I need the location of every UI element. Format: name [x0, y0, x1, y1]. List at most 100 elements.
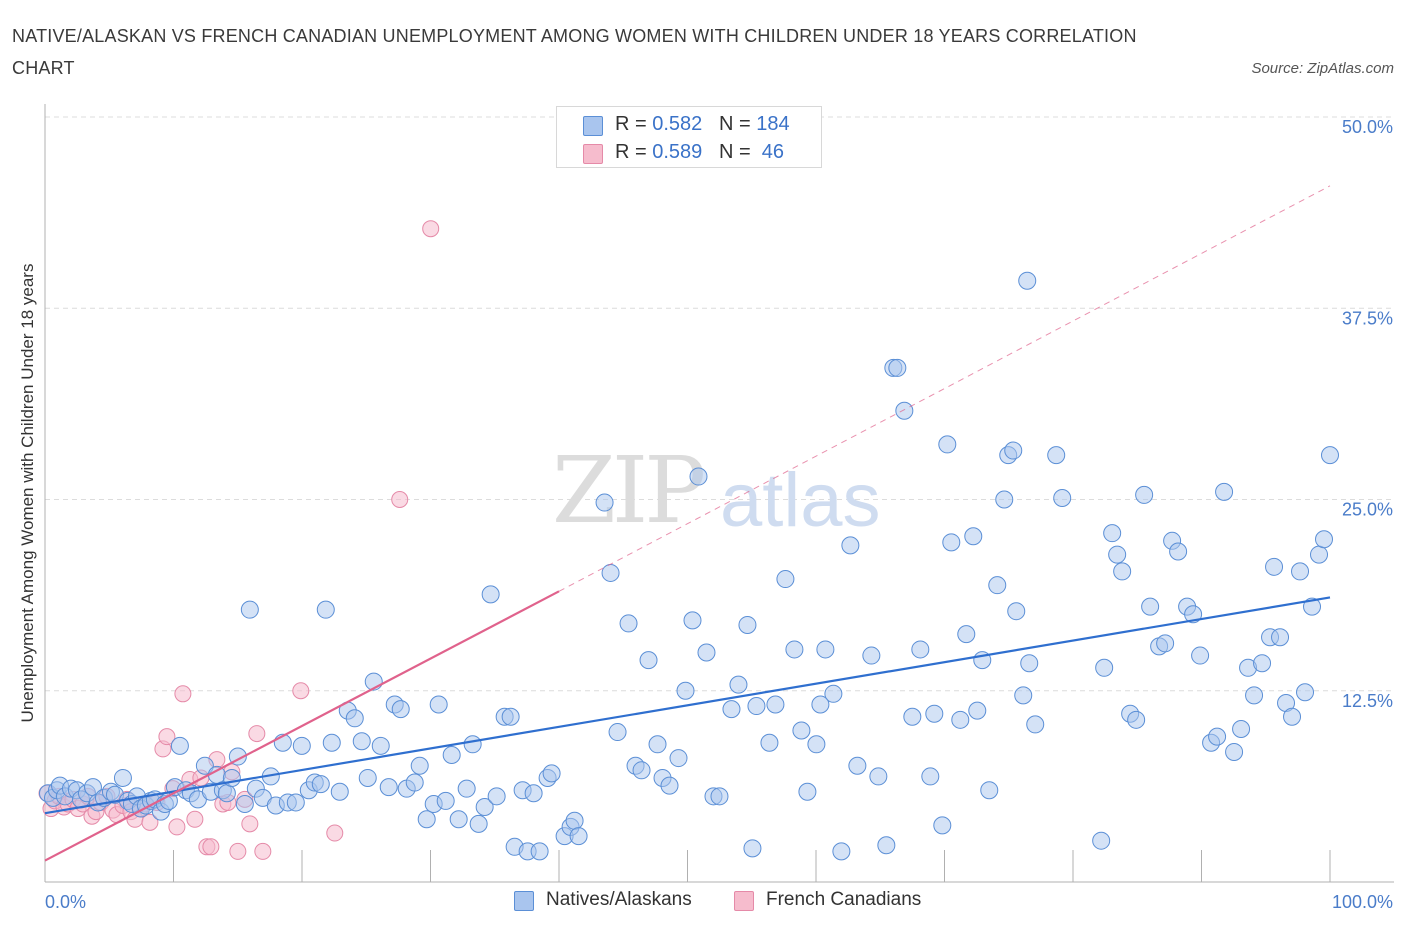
legend-swatch-blue [583, 116, 603, 136]
natives-alaskans-point [938, 435, 957, 454]
natives-alaskans-point [957, 625, 976, 644]
natives-alaskans-point [222, 768, 241, 787]
natives-alaskans-point [391, 700, 410, 719]
natives-alaskans-point [1225, 742, 1244, 761]
natives-alaskans-point [776, 570, 795, 589]
natives-alaskans-point [1283, 707, 1302, 726]
bottom-legend-swatch-blue [514, 891, 534, 911]
bottom-legend-swatch-pink [734, 891, 754, 911]
natives-alaskans-point [436, 791, 455, 810]
natives-alaskans-point [683, 611, 702, 630]
legend-swatch-pink [583, 144, 603, 164]
natives-alaskans-point [1108, 545, 1127, 564]
natives-alaskans-point [524, 784, 543, 803]
natives-alaskans-point [235, 794, 254, 813]
natives-alaskans-point [601, 563, 620, 582]
natives-alaskans-point [442, 746, 461, 765]
natives-alaskans-point [1127, 710, 1146, 729]
natives-alaskans-point [743, 839, 762, 858]
natives-alaskans-point [660, 776, 679, 795]
french-canadians-point [174, 685, 192, 703]
natives-alaskans-point [463, 735, 482, 754]
natives-alaskans-point [1135, 485, 1154, 504]
natives-alaskans-point [371, 736, 390, 755]
natives-alaskans-point [648, 735, 667, 754]
legend-r-value: 0.589 [652, 141, 703, 163]
natives-alaskans-point [217, 784, 236, 803]
watermark-zip: ZIP [552, 437, 703, 544]
french-canadians-point [241, 815, 259, 833]
natives-alaskans-point [569, 827, 588, 846]
natives-alaskans-point [911, 640, 930, 659]
bottom-legend-label: Natives/Alaskans [546, 889, 692, 910]
natives-alaskans-point [925, 704, 944, 723]
natives-alaskans-point [1208, 727, 1227, 746]
natives-alaskans-point [676, 681, 695, 700]
natives-alaskans-point [697, 643, 716, 662]
natives-alaskans-point [457, 779, 476, 798]
natives-alaskans-point [475, 798, 494, 817]
natives-alaskans-point [895, 401, 914, 420]
natives-alaskans-point [1291, 562, 1310, 581]
natives-alaskans-point [1047, 446, 1066, 465]
natives-alaskans-point [841, 536, 860, 555]
legend-n-value: 184 [756, 113, 790, 135]
natives-alaskans-point [1232, 720, 1251, 738]
natives-alaskans-point [405, 773, 424, 792]
y-tick-label: 50.0% [1342, 117, 1393, 137]
source-label: Source: ZipAtlas.com [1251, 60, 1394, 77]
natives-alaskans-point [1053, 488, 1072, 507]
natives-alaskans-point [869, 767, 888, 786]
x-tick-label: 0.0% [45, 892, 86, 912]
natives-alaskans-point [542, 764, 561, 783]
french-canadians-point [248, 725, 266, 743]
natives-alaskans-point [877, 836, 896, 855]
legend-row-natives: R = 0.582 N = 184 [583, 113, 790, 139]
natives-alaskans-point [1315, 530, 1334, 549]
natives-alaskans-point [449, 810, 468, 829]
natives-alaskans-point [1092, 831, 1111, 850]
natives-alaskans-point [207, 765, 226, 784]
natives-alaskans-point [292, 736, 311, 755]
natives-alaskans-point [429, 695, 448, 714]
natives-alaskans-point [722, 700, 741, 719]
french-canadians-point [158, 728, 176, 746]
natives-alaskans-point [766, 695, 785, 714]
natives-alaskans-point [619, 614, 638, 633]
natives-alaskans-point [888, 358, 907, 377]
natives-alaskans-point [1303, 597, 1322, 616]
natives-alaskans-point [1026, 715, 1045, 734]
legend-r-label: R = [615, 113, 653, 135]
trend-lines [44, 185, 1331, 862]
natives-alaskans-point [1310, 545, 1329, 564]
french-canadians-point [254, 842, 272, 860]
natives-alaskans-point [738, 615, 757, 634]
natives-alaskans-point [1265, 557, 1284, 576]
natives-alaskans-point [1095, 658, 1114, 677]
natives-alaskans-point [1113, 562, 1132, 581]
watermark: ZIP atlas [552, 437, 881, 544]
y-axis-label: Unemployment Among Women with Children U… [18, 264, 37, 723]
natives-alaskans-point [689, 467, 708, 486]
natives-alaskans-point [417, 810, 436, 829]
natives-alaskans-point [595, 493, 614, 512]
legend-n-label: N = [718, 141, 757, 163]
natives-alaskans-point [933, 816, 952, 835]
natives-alaskans-point [1253, 654, 1272, 673]
natives-alaskans-point [747, 697, 766, 716]
natives-alaskans-point [964, 527, 983, 546]
natives-alaskans-point [410, 756, 429, 775]
natives-alaskans-point [1020, 654, 1039, 673]
natives-alaskans-point [311, 775, 330, 794]
natives-alaskans-point [345, 709, 364, 728]
natives-alaskans-point [760, 733, 779, 752]
natives-alaskans-point [669, 749, 688, 768]
natives-alaskans-point [170, 736, 189, 755]
french-canadians-point [229, 842, 247, 860]
y-tick-label: 12.5% [1342, 691, 1393, 711]
natives-alaskans-point [832, 842, 851, 861]
natives-alaskans-point [113, 768, 132, 787]
french-canadians-point [186, 810, 204, 828]
natives-alaskans-point [322, 733, 341, 752]
natives-alaskans-point [862, 646, 881, 665]
